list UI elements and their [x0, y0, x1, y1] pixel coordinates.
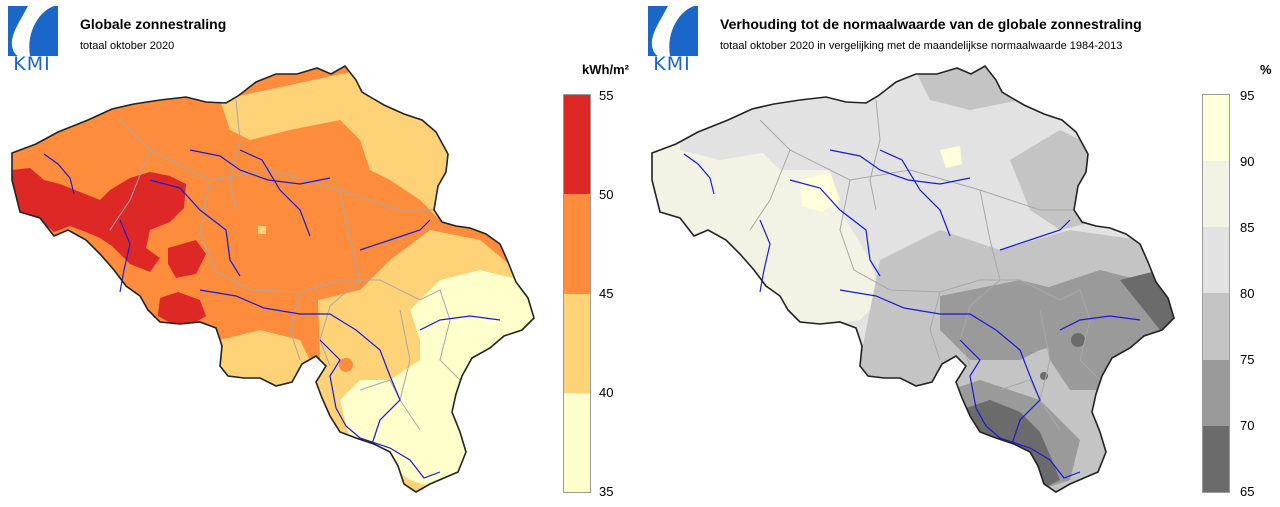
kmi-logo-text: KMI	[653, 53, 691, 75]
legend-band-75-80	[1203, 293, 1229, 360]
legend-band-85-90	[1203, 161, 1229, 227]
legend-unit: %	[1260, 62, 1272, 77]
legend-tick: 40	[599, 385, 614, 400]
kmi-logo-mark	[8, 6, 58, 56]
kmi-logo-text: KMI	[13, 53, 51, 75]
legend-band-90-95	[1203, 95, 1229, 161]
legend-band-35-40	[564, 393, 590, 492]
legend-tick: 35	[599, 484, 614, 499]
ratio-legend	[1202, 94, 1230, 493]
legend-tick: 45	[599, 286, 614, 301]
legend-band-80-85	[1203, 227, 1229, 293]
legend-tick: 50	[599, 187, 614, 202]
kmi-logo: KMI	[6, 6, 58, 75]
radiation-classes	[12, 66, 534, 492]
legend-tick: 80	[1240, 286, 1255, 301]
legend-tick: 55	[599, 88, 614, 103]
legend-unit: kWh/m²	[582, 62, 629, 77]
map-title: Verhouding tot de normaalwaarde van de g…	[720, 16, 1142, 32]
map-title: Globale zonnestraling	[80, 16, 227, 32]
radiation-map-panel: KMI Globale zonnestraling totaal oktober…	[6, 6, 629, 499]
legend-band-50-55	[564, 95, 590, 194]
province-boundaries	[749, 99, 1101, 431]
legend-tick: 85	[1240, 220, 1255, 235]
legend-tick: 65	[1240, 484, 1255, 499]
radiation-legend	[563, 94, 591, 493]
legend-tick: 75	[1240, 352, 1255, 367]
rivers	[683, 149, 1141, 479]
ratio-map-panel: KMI Verhouding tot de normaalwaarde van …	[640, 0, 1280, 507]
legend-band-65-70	[1203, 426, 1229, 492]
ratio-classes	[652, 66, 1174, 492]
legend-band-40-45	[564, 294, 590, 393]
rivers	[43, 149, 501, 479]
belgium-ratio-map	[651, 65, 1175, 493]
legend-tick: 90	[1240, 154, 1255, 169]
map-subtitle: totaal oktober 2020 in vergelijking met …	[720, 40, 1123, 52]
map-subtitle: totaal oktober 2020	[80, 40, 175, 52]
province-boundaries	[109, 99, 461, 431]
legend-band-45-50	[564, 194, 590, 294]
kmi-logo-mark	[648, 6, 698, 56]
legend-tick: 70	[1240, 418, 1255, 433]
kmi-logo: KMI	[646, 6, 698, 75]
legend-tick: 95	[1240, 88, 1255, 103]
belgium-radiation-map	[11, 65, 535, 493]
legend-band-70-75	[1203, 360, 1229, 426]
